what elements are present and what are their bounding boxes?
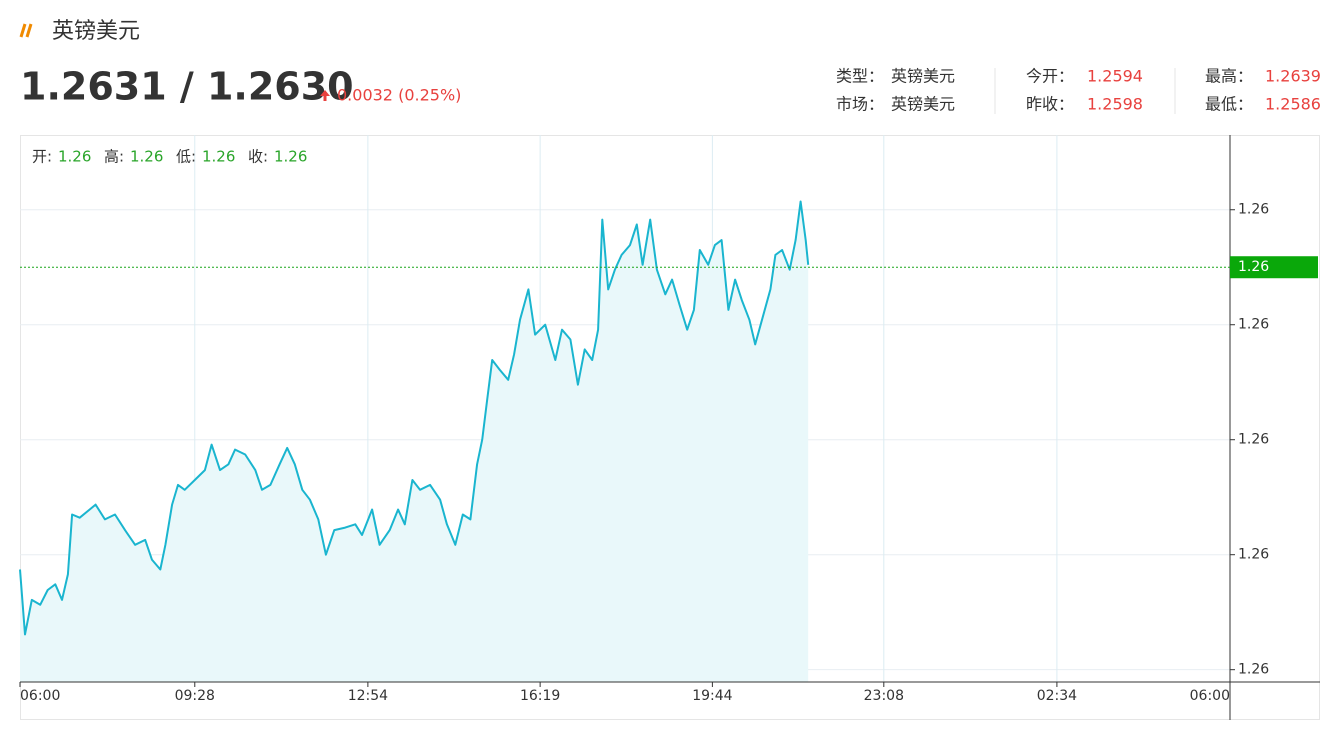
chart-frame [20,135,1320,720]
ohlc-label: 开: [32,148,52,166]
info-value: 英镑美元 [891,95,955,114]
ohlc-label: 低: [176,148,196,166]
x-tick-label: 16:19 [520,688,560,704]
last-price-label: 1.26 [1238,259,1269,275]
x-tick-label: 06:00 [1190,688,1230,704]
ohlc-value: 1.26 [202,148,235,166]
info-value: 1.2586 [1265,95,1321,114]
ohlc-value: 1.26 [274,148,307,166]
y-tick-label: 1.26 [1238,432,1269,448]
price-change: 0.0032 (0.25%) [337,86,461,105]
y-tick-label: 1.26 [1238,317,1269,333]
info-value: 1.2594 [1087,67,1143,86]
info-label: 市场： [836,95,884,114]
ohlc-label: 收: [248,148,268,166]
up-arrow [320,90,330,101]
x-tick-label: 06:00 [20,688,60,704]
title: 英镑美元 [52,19,140,44]
price: 1.2631 / 1.2630 [20,65,354,109]
ohlc-value: 1.26 [58,148,91,166]
y-tick-label: 1.26 [1238,202,1269,218]
info-value: 1.2598 [1087,95,1143,114]
last-price-box [1230,256,1318,279]
y-tick-label: 1.26 [1238,547,1269,563]
ohlc-label: 高: [104,148,124,166]
area [20,201,809,682]
x-tick-label: 23:08 [864,688,904,704]
info-label: 最高： [1205,67,1253,86]
info-label: 今开： [1026,67,1074,86]
x-tick-label: 09:28 [175,688,215,704]
y-tick-label: 1.26 [1238,662,1269,678]
info-label: 类型： [836,67,884,86]
info-label: 昨收： [1026,95,1074,114]
info-label: 最低： [1205,95,1253,114]
price-line [19,200,810,636]
x-tick-label: 19:44 [692,688,732,704]
info-value: 1.2639 [1265,67,1321,86]
x-tick-label: 02:34 [1037,688,1077,704]
x-tick-label: 12:54 [348,688,388,704]
info-value: 英镑美元 [891,67,955,86]
ohlc-value: 1.26 [130,148,163,166]
logo-icon [19,23,33,38]
